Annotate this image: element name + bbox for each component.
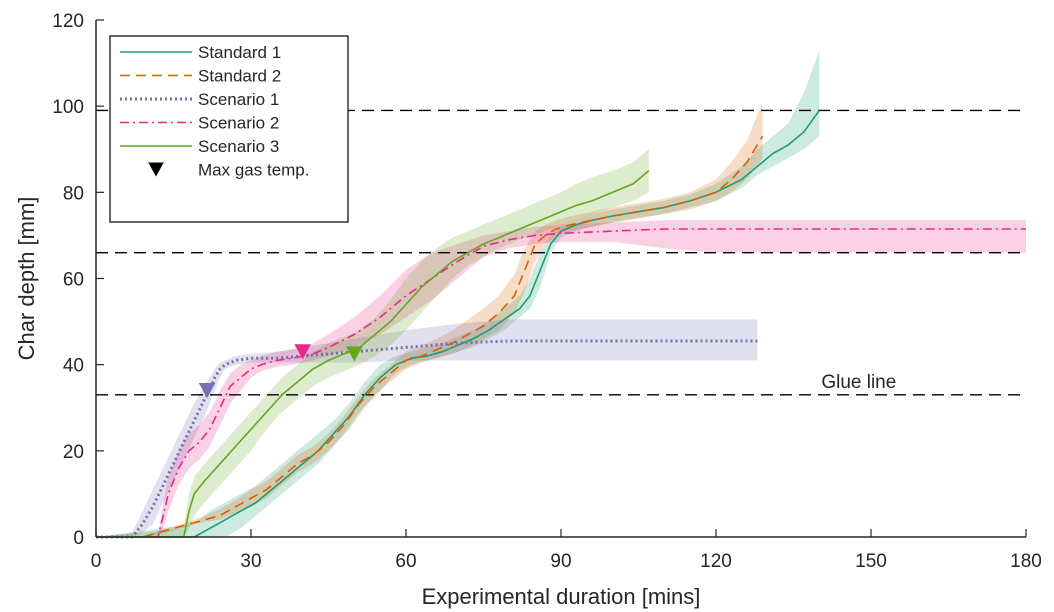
y-tick-label-20: 20 [63,442,84,463]
scenario-3-band [96,149,649,538]
y-tick-label-40: 40 [63,356,84,377]
axes: 0 30 60 90 120 150 180 0 20 40 60 80 100 120 [52,11,1042,572]
legend-label-scenario-1: Scenario 1 [198,90,279,109]
scenario-2-line [96,228,1026,538]
legend: Standard 1 Standard 2 Scenario 1 Scenario 2… [109,35,349,223]
glue-line-annotation: Glue line [821,372,896,393]
x-tick-label-0: 0 [91,551,102,572]
y-tick-label-80: 80 [63,183,84,204]
y-tick-label-0: 0 [73,528,84,549]
x-tick-label-60: 60 [395,551,416,572]
standard-2-line [96,135,764,538]
max-gas-temp-markers [198,344,363,399]
legend-box [109,35,349,223]
standard-1-line [96,110,820,538]
y-tick-label-120: 120 [52,11,84,32]
x-tick-label-180: 180 [1010,551,1042,572]
series-lines [96,110,1026,539]
max-gas-temp-marker-scenario-2 [294,344,311,360]
legend-label-standard-2: Standard 2 [198,67,281,86]
max-gas-temp-marker-scenario-3 [346,346,363,362]
legend-swatch-max-gas-temp [148,162,164,177]
x-tick-label-120: 120 [700,551,732,572]
legend-label-scenario-2: Scenario 2 [198,114,279,133]
scenario-1-line [96,339,758,539]
max-gas-temp-marker-scenario-1 [198,383,216,399]
x-axis-label: Experimental duration [mins] [422,584,701,609]
x-tick-label-30: 30 [240,551,261,572]
legend-label-standard-1: Standard 1 [198,43,281,62]
x-tick-label-150: 150 [855,551,887,572]
y-tick-label-100: 100 [52,97,84,118]
y-tick-label-60: 60 [63,270,84,291]
legend-label-scenario-3: Scenario 3 [198,137,279,156]
legend-label-max-gas-temp: Max gas temp. [198,161,310,180]
y-axis-label: Char depth [mm] [14,197,39,361]
scenario-3-line [96,170,650,538]
x-tick-label-90: 90 [550,551,571,572]
